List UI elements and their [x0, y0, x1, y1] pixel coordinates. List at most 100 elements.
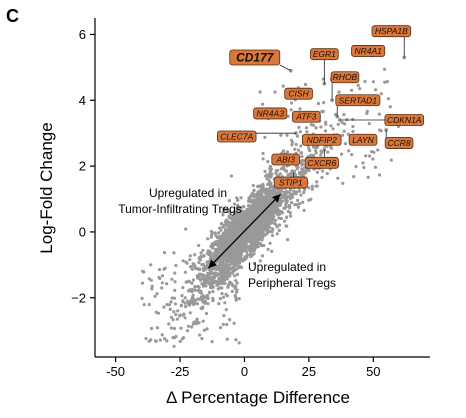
data-point — [223, 272, 227, 276]
data-point — [350, 88, 354, 92]
data-point — [181, 299, 185, 303]
data-point — [150, 326, 154, 331]
data-point — [270, 249, 274, 253]
data-point — [204, 311, 209, 316]
data-point — [207, 290, 212, 295]
data-point — [228, 251, 232, 255]
data-point — [272, 221, 276, 225]
data-point — [266, 247, 270, 251]
data-point — [197, 243, 201, 248]
data-point — [147, 339, 151, 343]
gene-label-text: STIP1 — [279, 178, 303, 188]
data-point — [274, 171, 278, 175]
gene-label-box — [284, 87, 313, 100]
data-point — [237, 218, 241, 222]
data-point — [345, 118, 349, 122]
data-point — [251, 233, 255, 237]
data-point — [304, 171, 308, 175]
data-point — [234, 279, 238, 283]
data-point — [258, 210, 262, 214]
data-point — [214, 247, 218, 251]
data-point — [199, 306, 203, 310]
data-point — [173, 336, 177, 340]
data-point — [340, 152, 344, 156]
y-ticks: −2 0 2 4 6 — [71, 27, 95, 305]
data-point — [174, 263, 178, 268]
data-point — [294, 142, 298, 146]
data-point — [243, 255, 248, 259]
data-point — [364, 154, 368, 158]
y-tick-label: 4 — [79, 93, 86, 108]
gene-label-box — [310, 48, 339, 61]
data-point — [267, 213, 271, 217]
data-point — [249, 255, 253, 259]
data-point — [322, 101, 326, 105]
data-point — [140, 281, 145, 285]
data-point — [200, 282, 204, 286]
gene-label-clec7a: CLEC7A — [217, 130, 296, 143]
data-point — [178, 314, 182, 318]
gene-label-text: SERTAD1 — [339, 95, 378, 105]
data-point — [169, 326, 173, 330]
data-point — [180, 294, 184, 298]
gene-label-box — [384, 114, 424, 126]
data-point — [320, 175, 324, 180]
data-point — [315, 180, 319, 184]
data-point — [225, 337, 229, 341]
data-point — [218, 297, 222, 301]
gene-label-text: CDKN1A — [387, 115, 422, 125]
data-point — [200, 263, 204, 267]
data-point — [157, 268, 162, 272]
data-point — [205, 276, 209, 280]
data-point — [350, 153, 354, 157]
data-point — [226, 285, 230, 289]
data-point — [373, 165, 377, 169]
data-point — [200, 336, 204, 341]
data-point — [270, 233, 275, 237]
data-point — [263, 191, 268, 195]
data-point — [258, 259, 262, 263]
gene-label-text: ABI3 — [275, 154, 295, 164]
data-point — [282, 165, 286, 169]
data-point — [264, 217, 268, 222]
data-point — [280, 199, 284, 203]
data-point — [160, 333, 164, 337]
data-point — [169, 300, 173, 304]
data-point — [365, 111, 369, 115]
data-point — [202, 328, 206, 332]
data-point — [243, 240, 247, 244]
data-point — [277, 216, 281, 220]
data-point — [265, 177, 269, 181]
gene-label-hspa1b: HSPA1B — [371, 25, 412, 58]
data-point — [232, 217, 236, 221]
data-point — [358, 87, 362, 91]
data-point — [227, 222, 231, 226]
data-point — [239, 224, 243, 228]
data-point — [229, 230, 233, 234]
gene-label-box — [304, 156, 339, 169]
data-point — [303, 82, 308, 87]
data-point — [296, 165, 300, 169]
data-point — [185, 261, 189, 265]
data-point — [222, 295, 226, 299]
data-point — [363, 79, 367, 84]
data-point — [232, 221, 236, 225]
upper-annotation-line-2: Tumor-Infiltrating Tregs — [118, 202, 242, 216]
data-point — [243, 243, 247, 247]
data-point — [173, 302, 177, 306]
data-point — [172, 310, 176, 314]
data-point — [258, 216, 262, 220]
data-point — [269, 197, 273, 201]
data-point — [191, 293, 195, 297]
data-point — [206, 302, 210, 306]
data-point — [219, 228, 223, 232]
gene-label-box — [330, 71, 360, 84]
data-point — [230, 235, 234, 239]
gene-label-text: CCR8 — [387, 138, 410, 148]
data-point — [259, 234, 264, 238]
data-point — [370, 150, 374, 154]
data-point — [163, 337, 167, 341]
data-point — [342, 129, 346, 133]
data-point — [197, 321, 201, 325]
data-point — [223, 220, 227, 224]
